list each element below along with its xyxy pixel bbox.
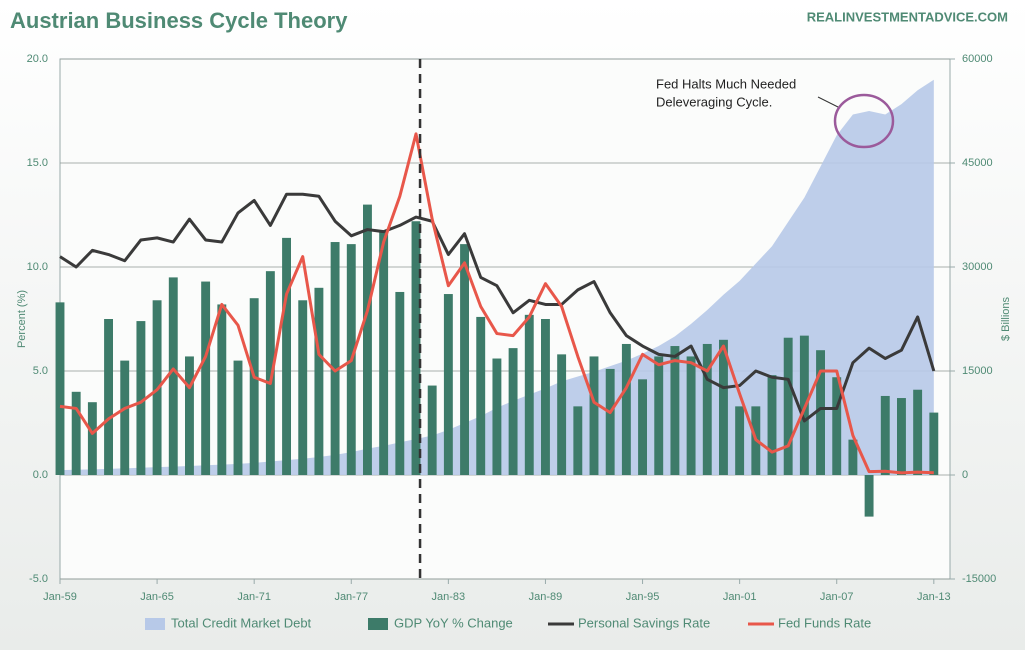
legend-label: GDP YoY % Change: [394, 615, 513, 630]
y2-tick-label: -15000: [962, 573, 996, 585]
bar: [589, 356, 599, 475]
bar: [573, 406, 583, 475]
y-tick-label: -5.0: [29, 573, 48, 585]
y-axis-label: Percent (%): [16, 290, 28, 348]
bar: [621, 343, 631, 475]
x-tick-label: Jan-95: [626, 591, 660, 603]
bar: [686, 356, 696, 475]
bar: [541, 319, 550, 475]
bar: [217, 304, 227, 475]
y2-tick-label: 0: [962, 469, 968, 481]
bar: [104, 319, 113, 475]
x-tick-label: Jan-71: [237, 591, 271, 603]
bar: [185, 356, 194, 475]
bar: [897, 398, 906, 475]
bar: [265, 271, 275, 475]
plot: [55, 58, 950, 580]
bar: [913, 389, 923, 475]
bar: [654, 356, 664, 475]
bar: [816, 350, 825, 475]
bar: [233, 360, 243, 475]
y2-tick-label: 60000: [962, 53, 993, 65]
bar: [249, 298, 259, 475]
bar: [702, 343, 712, 475]
bar: [460, 244, 469, 475]
legend-swatch: [368, 618, 388, 630]
y2-tick-label: 30000: [962, 261, 993, 273]
source: REALINVESTMENTADVICE.COM: [807, 9, 1008, 24]
bar: [168, 277, 178, 475]
bar: [427, 385, 437, 475]
x-tick-label: Jan-83: [432, 591, 466, 603]
x-tick-label: Jan-07: [820, 591, 854, 603]
bar: [120, 360, 130, 475]
x-tick-label: Jan-65: [140, 591, 174, 603]
x-tick-label: Jan-13: [917, 591, 951, 603]
annotation-arrow: [817, 96, 841, 109]
bar: [864, 475, 874, 517]
y-tick-label: 20.0: [27, 53, 48, 65]
y-tick-label: 0.0: [33, 469, 48, 481]
bar: [880, 395, 890, 475]
bar: [524, 314, 534, 475]
legend-label: Fed Funds Rate: [778, 615, 871, 630]
bar: [848, 439, 858, 475]
bar: [136, 321, 146, 475]
bar: [201, 281, 211, 475]
bar: [87, 402, 97, 475]
bar: [508, 348, 518, 475]
x-tick-label: Jan-59: [43, 591, 77, 603]
y2-tick-label: 15000: [962, 365, 993, 377]
x-tick-label: Jan-01: [723, 591, 757, 603]
bar: [735, 406, 745, 475]
annotation: Fed Halts Much Needed: [656, 76, 796, 91]
bar: [71, 391, 81, 475]
x-tick-label: Jan-77: [334, 591, 368, 603]
bar: [492, 358, 502, 475]
y2-tick-label: 45000: [962, 157, 993, 169]
line: [59, 192, 936, 423]
bar: [282, 237, 291, 475]
y-tick-label: 5.0: [33, 365, 48, 377]
bar: [330, 242, 340, 475]
bar: [767, 375, 777, 475]
x-tick-label: Jan-89: [529, 591, 563, 603]
bar: [411, 221, 421, 475]
y2-axis-label: $ Billions: [1000, 296, 1012, 341]
bar: [605, 368, 615, 475]
bar: [314, 287, 324, 475]
bar: [557, 354, 567, 475]
bar: [929, 412, 939, 475]
bar: [379, 231, 389, 475]
annotation: Deleveraging Cycle.: [656, 94, 772, 109]
bar: [363, 204, 372, 475]
bar: [670, 346, 680, 475]
bar: [476, 316, 486, 475]
bar: [783, 337, 793, 475]
bar: [55, 302, 65, 475]
bar: [719, 339, 728, 475]
y-tick-label: 10.0: [27, 261, 48, 273]
bar: [298, 300, 308, 475]
legend-label: Total Credit Market Debt: [171, 615, 312, 630]
line: [59, 132, 934, 475]
chart-title: Austrian Business Cycle Theory: [10, 8, 348, 33]
legend-swatch: [145, 618, 165, 630]
area: [60, 79, 934, 476]
bar: [443, 294, 453, 475]
y-tick-label: 15.0: [27, 157, 48, 169]
bar: [395, 291, 405, 475]
bar: [832, 377, 842, 475]
legend-label: Personal Savings Rate: [578, 615, 710, 630]
annotation-circle: [833, 93, 895, 149]
bar: [638, 379, 647, 475]
